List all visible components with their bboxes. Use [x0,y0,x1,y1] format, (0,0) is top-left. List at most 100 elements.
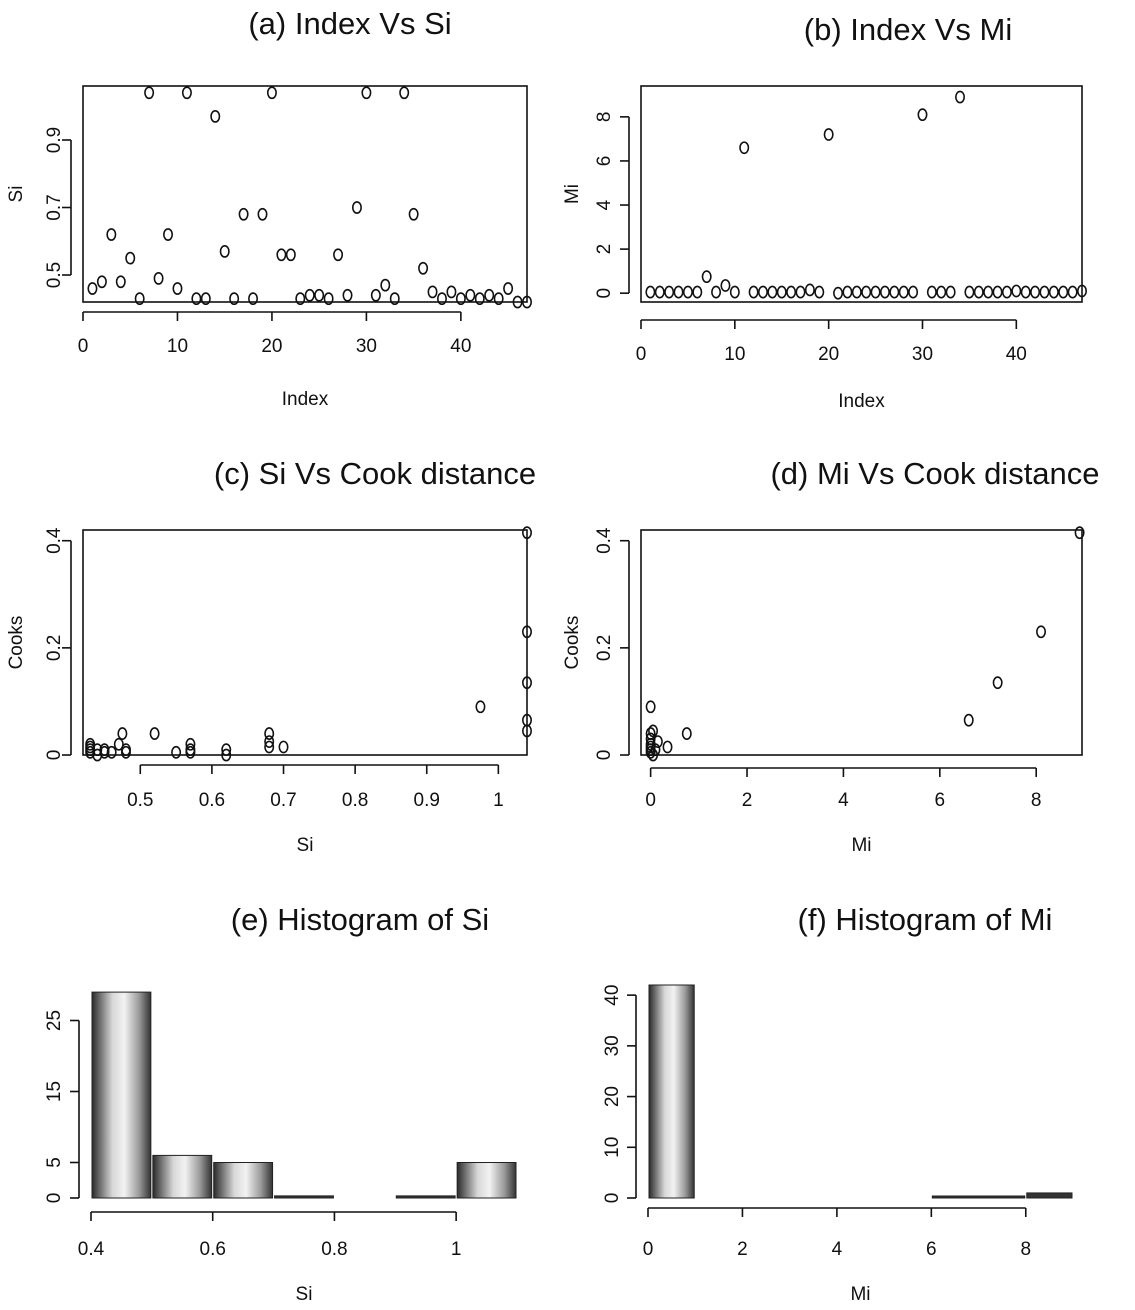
data-point [264,740,275,754]
x-tick-label: 30 [356,336,377,357]
x-tick-label: 0 [645,790,656,811]
x-tick-label: 20 [818,344,839,365]
x-tick-label: 0.8 [321,1239,347,1260]
data-point [673,285,684,299]
y-axis-label: Cooks [562,616,583,670]
data-point [521,625,532,639]
data-point [106,228,117,241]
data-point [645,700,656,714]
data-point [870,285,881,299]
data-point [664,285,675,299]
data-point [786,285,797,299]
data-point [681,727,692,740]
data-point [521,676,532,690]
data-point [1030,285,1041,299]
y-tick-label: 0.2 [44,635,65,661]
y-axis-label: Si [6,186,27,203]
data-point [120,745,131,759]
data-point [936,285,947,299]
data-point [399,86,410,100]
data-point [521,295,532,309]
panel-b: (b) Index Vs Mi 0 10 20 30 40 Index 0 2 4 6 8 Mi [562,12,1088,412]
data-point [134,292,145,306]
data-point [711,285,722,299]
x-tick-label: 6 [926,1239,937,1260]
data-point [908,285,919,299]
data-point [427,285,438,299]
plot-frame [82,85,528,303]
data-point [776,285,787,299]
data-point [436,292,447,306]
chart-title: (e) Histogram of Si [231,902,489,937]
data-point [945,285,956,299]
y-tick-label: 30 [602,1035,623,1056]
data-point [278,740,289,754]
x-tick-label: 40 [1006,344,1027,365]
y-tick-label: 0.9 [44,127,65,153]
data-point [361,86,372,100]
data-point [172,282,183,295]
data-point [842,285,853,299]
data-point [276,248,287,262]
data-point [264,735,275,749]
data-point [238,207,249,221]
y-tick-label: 15 [44,1081,65,1102]
histogram-bar [648,984,695,1199]
data-point [983,285,994,299]
data-point [314,288,325,302]
x-tick-label: 1 [451,1239,462,1260]
data-point [153,271,164,285]
data-point [304,288,315,302]
data-point [185,745,196,759]
data-point [285,248,296,262]
y-tick-label: 6 [594,156,615,167]
data-point [389,292,400,306]
data-point [163,228,174,241]
x-axis-label: Si [296,1284,313,1305]
x-axis-label: Index [838,391,885,412]
data-point [149,727,160,740]
chart-title: (a) Index Vs Si [248,6,451,41]
chart-title: (f) Histogram of Mi [798,902,1053,937]
x-tick-label: 10 [724,344,745,365]
data-point [323,292,334,306]
x-tick-label: 0.6 [199,790,225,811]
data-point [521,724,532,738]
y-tick-label: 0 [602,1193,623,1204]
data-point [266,86,277,100]
data-point [144,86,155,100]
data-point [682,285,693,299]
data-point [257,207,268,221]
x-tick-label: 4 [838,790,849,811]
x-axis-label: Si [297,835,314,856]
plot-frame [82,529,528,756]
x-tick-label: 8 [1020,1239,1031,1260]
y-tick-label: 10 [602,1137,623,1158]
data-point [648,724,659,738]
data-point [474,292,485,306]
data-point [739,141,750,155]
data-point [1048,285,1059,299]
data-point [992,285,1003,299]
x-tick-label: 0.4 [78,1239,105,1260]
data-point [645,745,656,759]
x-tick-label: 0.7 [270,790,296,811]
x-tick-label: 0.5 [127,790,153,811]
x-axis-label: Mi [851,835,871,856]
histogram-bar [456,1162,517,1199]
data-point [333,248,344,262]
data-point [295,292,306,306]
data-point [351,201,362,214]
x-tick-label: 0.6 [200,1239,226,1260]
data-point [181,86,192,100]
data-point [652,735,663,749]
data-point [1077,284,1088,298]
data-point [1058,285,1069,299]
y-tick-label: 0.4 [44,527,65,554]
histogram-bar [931,1195,1026,1199]
data-point [1001,285,1012,299]
plot-frame [640,529,1083,756]
y-tick-label: 0.2 [594,635,615,661]
data-point [521,526,532,540]
